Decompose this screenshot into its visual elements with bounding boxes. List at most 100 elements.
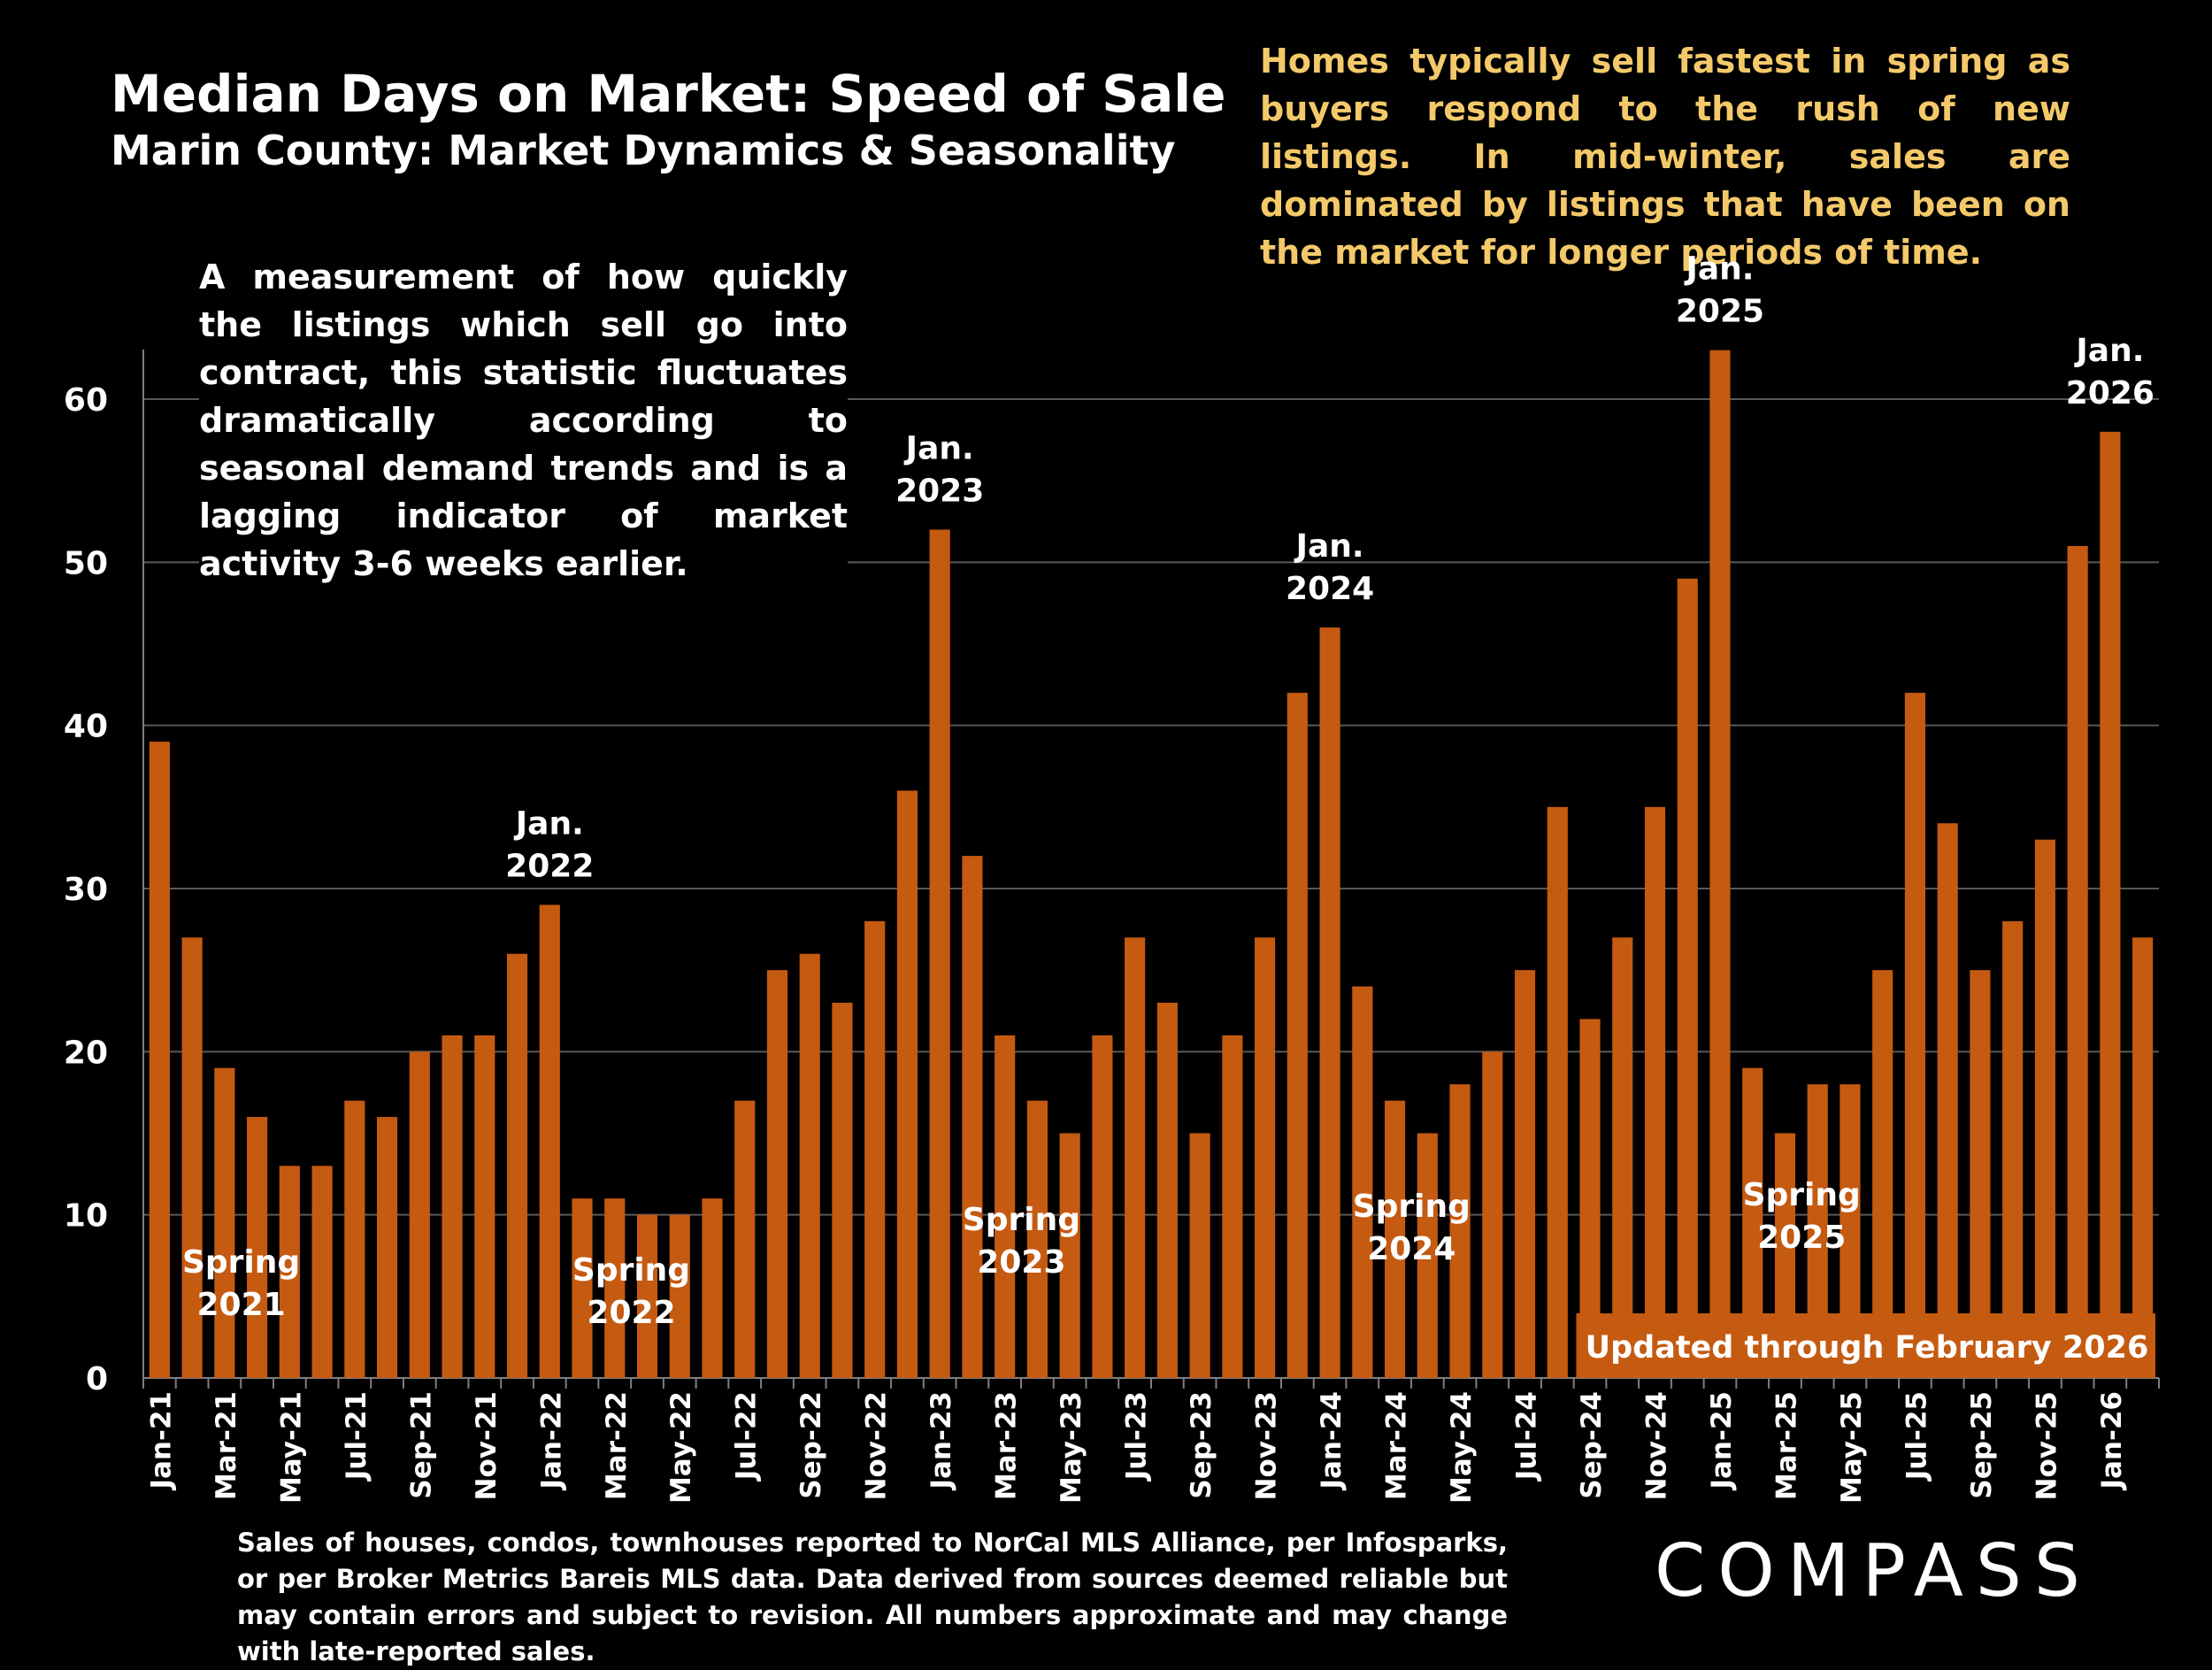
x-tick-label: Sep-22 [795,1391,827,1499]
peak-annotation: Jan. [1683,251,1754,288]
spring-annotation: Spring [963,1202,1080,1238]
bar [1904,692,1926,1378]
bar [1612,937,1633,1378]
update-banner [1576,1313,2155,1378]
bar [149,742,170,1378]
bar [864,920,886,1378]
bar [1709,350,1731,1379]
x-tick-label: Mar-24 [1381,1391,1413,1500]
bar [474,1035,495,1378]
spring-annotation: Spring [1353,1189,1471,1225]
bar [799,953,820,1378]
bar [572,1198,593,1378]
bar [604,1198,626,1378]
x-tick-label: Nov-22 [861,1391,893,1500]
x-tick-label: May-22 [665,1391,697,1504]
y-tick-label: 30 [64,872,108,908]
bar [1742,1067,1763,1378]
bar [995,1035,1016,1378]
bar [702,1198,723,1378]
peak-annotation: Jan. [2073,333,2144,369]
bar [1125,937,1146,1378]
peak-annotation: 2022 [505,848,594,884]
peak-annotation: Jan. [1294,528,1364,565]
y-tick-label: 60 [64,382,108,419]
spring-annotation: 2024 [1367,1231,1455,1267]
bar [442,1035,463,1378]
bar [1644,806,1666,1378]
x-tick-label: Sep-23 [1186,1391,1217,1499]
bar [636,1214,658,1378]
bar [1449,1084,1471,1378]
bar [1319,627,1340,1378]
x-tick-label: Mar-22 [601,1391,633,1500]
y-tick-label: 0 [86,1361,108,1397]
x-tick-label: Jul-24 [1511,1391,1543,1481]
bar [1255,937,1276,1378]
x-tick-label: Jul-22 [731,1391,763,1481]
bar [1937,823,1958,1378]
spring-annotation: Spring [1743,1177,1861,1213]
x-tick-label: Jan-21 [145,1391,177,1491]
bar [1482,1051,1503,1378]
bar [279,1166,300,1378]
bar [214,1067,235,1378]
bar [247,1117,268,1378]
x-tick-label: May-21 [275,1391,307,1504]
bar [1417,1133,1438,1378]
y-tick-label: 40 [64,709,108,745]
bar [1807,1084,1828,1378]
bar [1970,970,1991,1378]
x-tick-label: Sep-21 [405,1391,437,1499]
update-banner-text: Updated through February 2026 [1586,1330,2149,1366]
bar [962,856,983,1378]
x-tick-label: Nov-24 [1641,1391,1673,1500]
bar [409,1051,430,1378]
spring-annotation: 2023 [977,1244,1065,1281]
bar [2067,545,2088,1378]
bar [1677,578,1698,1378]
bar [376,1117,398,1378]
bar [669,1214,690,1378]
x-tick-label: Jan-23 [926,1391,957,1491]
bar [929,529,950,1378]
x-tick-label: Sep-24 [1576,1391,1608,1499]
x-tick-label: Nov-23 [1251,1391,1283,1500]
bar [1839,1084,1861,1378]
x-tick-label: May-23 [1056,1391,1087,1504]
x-tick-label: Sep-25 [1966,1391,1998,1499]
bar [1514,970,1536,1378]
peak-annotation: 2026 [2066,375,2154,412]
bar [311,1166,333,1378]
bar [896,790,918,1378]
bar [1352,986,1373,1378]
peak-annotation: Jan. [513,805,584,842]
bar [1872,970,1893,1378]
bar [344,1100,365,1378]
bar [181,937,203,1378]
seasonality-note: Homes typically sell fastest in spring a… [1260,42,2070,272]
x-tick-label: Jul-25 [1901,1391,1932,1481]
x-tick-label: Jan-26 [2096,1391,2128,1491]
bar [734,1100,756,1378]
bar [1092,1035,1113,1378]
x-tick-label: Mar-25 [1770,1391,1802,1500]
x-tick-label: May-25 [1836,1391,1868,1504]
bar [1222,1035,1243,1378]
bar [2034,839,2055,1378]
x-tick-label: Jan-24 [1316,1391,1348,1491]
x-tick-label: Nov-25 [2031,1391,2062,1500]
spring-annotation: 2022 [587,1295,675,1331]
x-tick-label: Mar-23 [991,1391,1023,1500]
spring-annotation: Spring [182,1244,300,1281]
bar [2132,937,2154,1378]
peak-annotation: Jan. [903,430,974,466]
peak-annotation: 2023 [895,473,984,509]
x-tick-label: Jul-23 [1121,1391,1153,1481]
page-title: Median Days on Market: Speed of Sale [111,64,1226,124]
spring-annotation: Spring [572,1252,690,1289]
x-tick-label: Mar-21 [211,1391,242,1500]
spring-annotation: 2021 [196,1287,285,1323]
page-subtitle: Marin County: Market Dynamics & Seasonal… [111,127,1176,174]
